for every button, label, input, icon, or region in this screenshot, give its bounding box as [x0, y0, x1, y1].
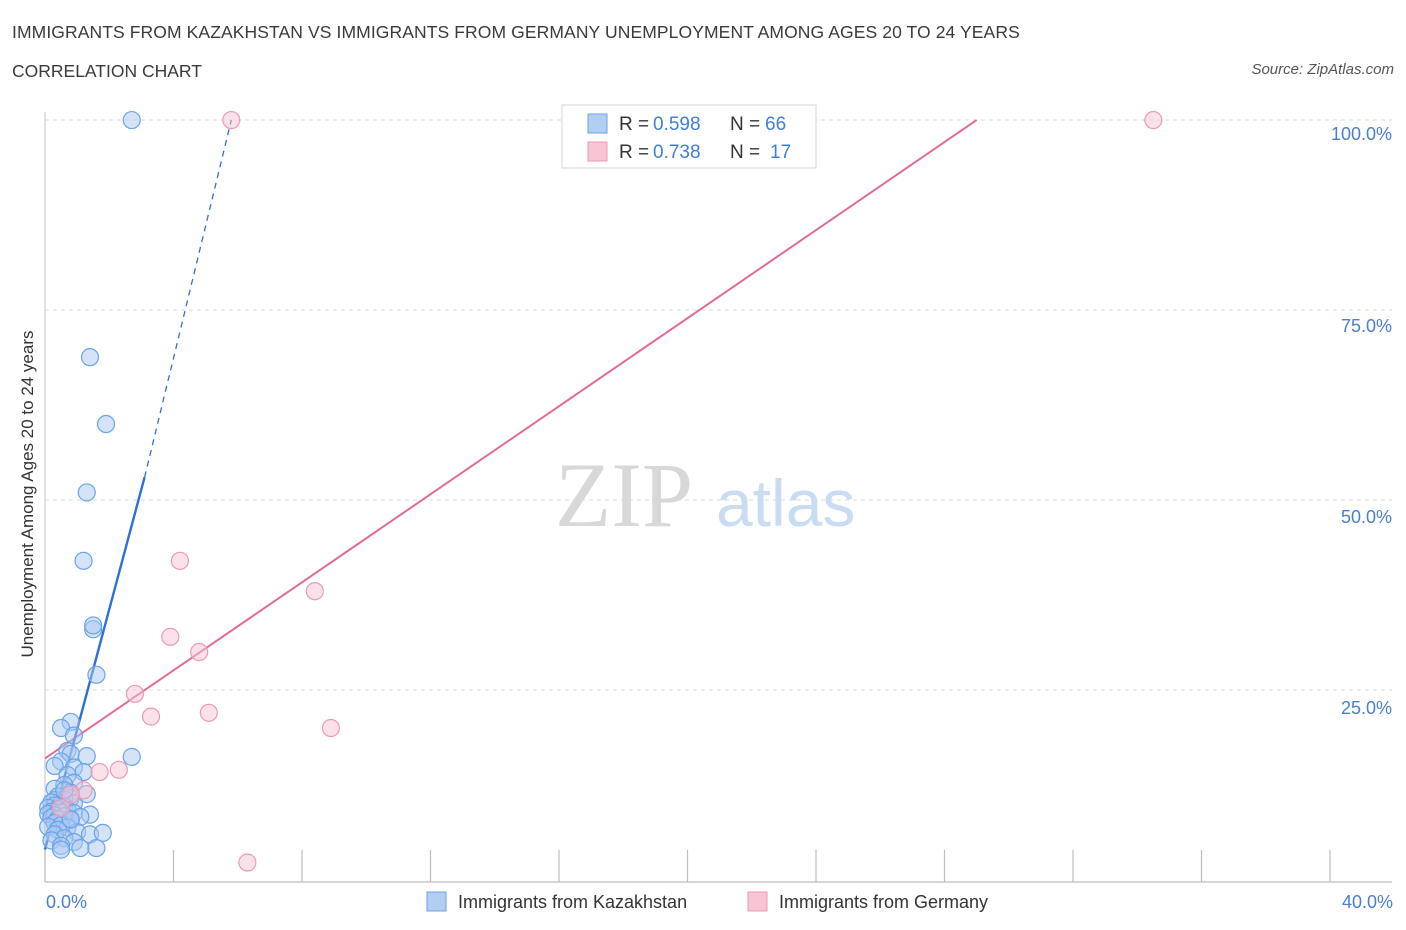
- point-germany: [1144, 110, 1163, 130]
- legend-label-germany: Immigrants from Germany: [779, 892, 988, 912]
- grid-lines: [45, 119, 1392, 691]
- axes: [44, 112, 1392, 883]
- point-germany: [190, 642, 209, 662]
- trend-line-kazakhstan-extension: [143, 119, 232, 478]
- y-tick-label: 25.0%: [1341, 698, 1392, 718]
- chart-source: Source: ZipAtlas.com: [1251, 61, 1394, 78]
- point-kazakhstan: [74, 551, 93, 570]
- point-germany: [61, 785, 80, 804]
- chart-title: IMMIGRANTS FROM KAZAKHSTAN VS IMMIGRANTS…: [12, 22, 1020, 42]
- legend-r-value-kazakhstan: 0.598: [653, 114, 701, 135]
- point-kazakhstan: [80, 348, 100, 367]
- legend-r-label: R =: [619, 114, 649, 135]
- point-germany: [238, 853, 257, 872]
- point-kazakhstan: [84, 616, 103, 635]
- point-germany: [125, 684, 145, 703]
- point-germany: [170, 551, 190, 570]
- point-kazakhstan: [77, 483, 96, 502]
- watermark-atlas: atlas: [716, 466, 855, 540]
- y-tick-label: 75.0%: [1341, 316, 1392, 336]
- legend-r-label: R =: [619, 142, 649, 163]
- chart-subtitle: CORRELATION CHART: [12, 61, 202, 81]
- series-legend: Immigrants from Kazakhstan Immigrants fr…: [426, 891, 988, 912]
- legend-r-value-germany: 0.738: [653, 142, 701, 163]
- point-germany: [305, 582, 324, 601]
- point-germany: [141, 707, 161, 726]
- point-kazakhstan: [45, 756, 64, 776]
- point-kazakhstan: [93, 823, 112, 842]
- point-kazakhstan: [64, 726, 84, 745]
- point-kazakhstan: [122, 747, 141, 766]
- legend-n-label: N =: [730, 114, 760, 135]
- x-tick-label-min: 0.0%: [46, 892, 87, 912]
- point-kazakhstan: [87, 838, 106, 858]
- x-tick-label-max: 40.0%: [1342, 892, 1393, 912]
- watermark-zip: ZIP: [555, 444, 693, 546]
- stats-legend: R = 0.598 N = 66 R = 0.738 N = 17: [561, 104, 817, 169]
- point-kazakhstan: [122, 110, 141, 130]
- point-germany: [321, 718, 341, 738]
- legend-swatch-kazakhstan-bottom: [426, 891, 447, 912]
- legend-n-value-kazakhstan: 66: [765, 114, 786, 135]
- data-points: [39, 110, 1163, 872]
- legend-swatch-germany: [587, 141, 608, 162]
- legend-n-value-germany: 17: [770, 142, 791, 163]
- point-germany: [199, 703, 218, 722]
- point-kazakhstan: [87, 665, 106, 684]
- y-tick-label: 50.0%: [1341, 507, 1392, 527]
- trend-line-germany: [44, 119, 978, 760]
- legend-label-kazakhstan: Immigrants from Kazakhstan: [458, 892, 687, 912]
- y-axis-label: Unemployment Among Ages 20 to 24 years: [18, 331, 37, 658]
- y-tick-label: 100.0%: [1331, 124, 1392, 144]
- point-germany: [161, 627, 180, 646]
- point-kazakhstan: [71, 838, 90, 858]
- legend-n-label: N =: [730, 142, 760, 163]
- point-germany: [51, 798, 71, 817]
- y-tick-labels: 25.0% 50.0% 75.0% 100.0%: [1331, 124, 1392, 718]
- point-germany: [90, 762, 109, 782]
- legend-swatch-kazakhstan: [587, 113, 608, 134]
- legend-swatch-germany-bottom: [747, 891, 768, 912]
- point-kazakhstan: [96, 414, 116, 434]
- point-germany: [222, 110, 241, 130]
- point-germany: [109, 760, 128, 779]
- point-kazakhstan: [51, 840, 71, 859]
